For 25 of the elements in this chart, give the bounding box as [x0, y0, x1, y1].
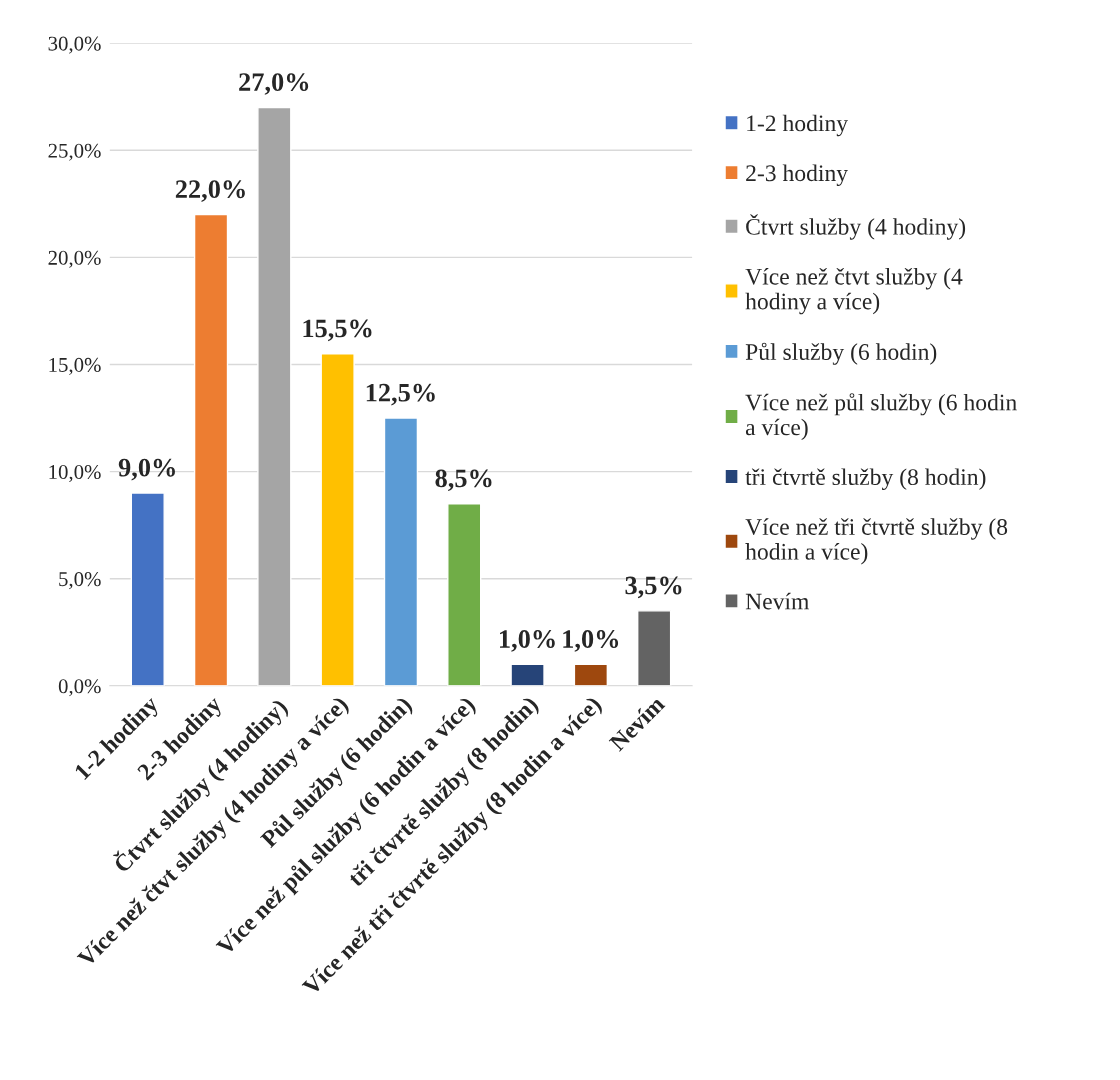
- legend-label: 2-3 hodiny: [746, 164, 848, 187]
- legend-label: Více než půl služby (6 hodin a více): [745, 393, 1017, 441]
- data-label: 22,0%: [175, 180, 245, 202]
- data-label: 8,5%: [435, 469, 492, 492]
- y-tick-label: 0,0%: [58, 679, 101, 697]
- legend-label: Více než tři čtvrtě služby (8 hodin a více): [745, 518, 1008, 565]
- y-tick-label: 10,0%: [49, 464, 101, 483]
- y-tick-label: 15,0%: [49, 357, 101, 375]
- data-label: 3,5%: [625, 576, 682, 599]
- legend-label: 1-2 hodiny: [747, 114, 848, 137]
- y-tick-label: 30,0%: [48, 36, 101, 54]
- legend-label: Více než čtvt služby (4 hodiny a více): [745, 267, 963, 315]
- data-label: 12,5%: [366, 383, 435, 406]
- data-label: 15,5%: [303, 319, 372, 342]
- data-label: 27,0%: [239, 73, 309, 95]
- y-tick-label: 5,0%: [59, 572, 101, 590]
- data-label: 1,0%: [563, 630, 619, 652]
- data-label: 1,0%: [500, 630, 555, 652]
- y-tick-label: 20,0%: [48, 250, 101, 268]
- legend-label: tři čtvrtě služby (8 hodin): [745, 468, 986, 490]
- y-tick-label: 25,0%: [48, 143, 101, 161]
- legend-label: Čtvrt služby (4 hodiny): [746, 214, 966, 240]
- legend-label: Půl služby (6 hodin): [745, 342, 937, 365]
- legend-label: Nevím: [745, 592, 810, 610]
- data-label: 9,0%: [118, 458, 175, 481]
